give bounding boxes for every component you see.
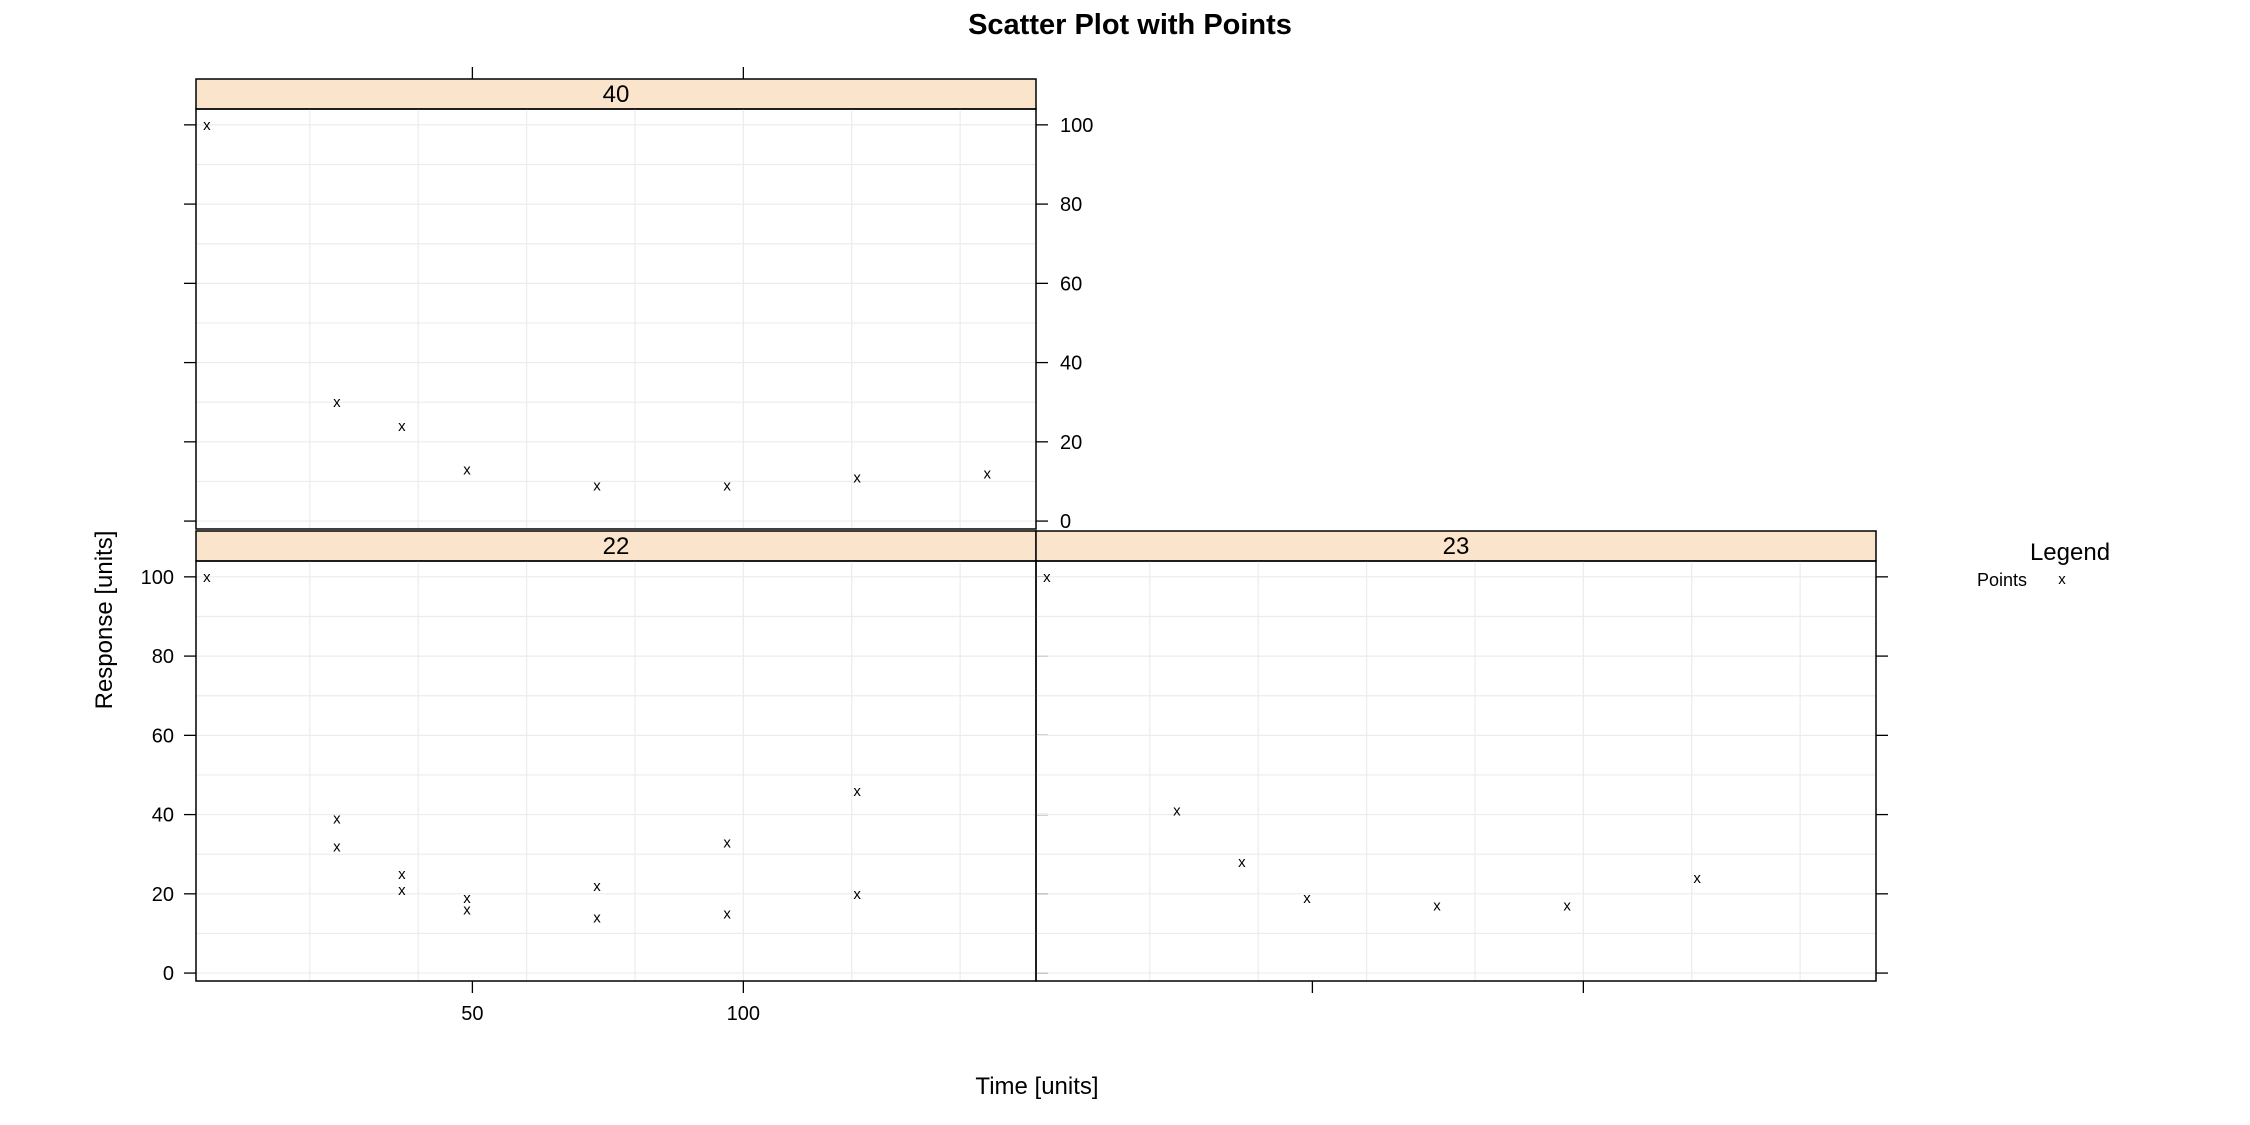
x-tick-label: 100 bbox=[727, 1003, 760, 1025]
panel-40: 40 0 20 40 60 80 100 x x x x x x x x bbox=[184, 67, 1093, 533]
legend-entry-symbol: x bbox=[2058, 571, 2066, 588]
data-point: x bbox=[398, 418, 406, 435]
data-point: x bbox=[983, 466, 991, 483]
panel-frame bbox=[195, 108, 1037, 530]
y-tick-label: 80 bbox=[1060, 194, 1082, 216]
panel-frame bbox=[195, 560, 1037, 982]
x-axis-label: Time [units] bbox=[975, 1073, 1098, 1100]
chart-title: Scatter Plot with Points bbox=[968, 9, 1292, 41]
panel-strip-label: 23 bbox=[1443, 533, 1470, 560]
data-point: x bbox=[463, 902, 471, 919]
data-point: x bbox=[333, 394, 341, 411]
panel-strip bbox=[195, 78, 1037, 110]
y-tick-label: 80 bbox=[152, 646, 174, 668]
y-tick-label: 20 bbox=[152, 884, 174, 906]
data-point: x bbox=[1173, 803, 1181, 820]
y-tick-label: 60 bbox=[152, 725, 174, 747]
data-point: x bbox=[853, 886, 861, 903]
x-tick-label: 50 bbox=[461, 1003, 483, 1025]
panel-strip bbox=[1035, 530, 1877, 562]
data-point: x bbox=[723, 834, 731, 851]
legend-title: Legend bbox=[2030, 539, 2110, 566]
data-point: x bbox=[203, 569, 211, 586]
y-tick-label: 20 bbox=[1060, 432, 1082, 454]
legend-entry-label: Points bbox=[1977, 570, 2027, 590]
data-point: x bbox=[1693, 870, 1701, 887]
panel-strip-label: 22 bbox=[603, 533, 630, 560]
y-tick-label: 40 bbox=[1060, 353, 1082, 375]
data-point: x bbox=[593, 910, 601, 927]
data-point: x bbox=[593, 477, 601, 494]
y-tick-label: 100 bbox=[141, 567, 174, 589]
data-point: x bbox=[333, 811, 341, 828]
data-point: x bbox=[853, 469, 861, 486]
panel-strip-label: 40 bbox=[603, 81, 630, 108]
data-point: x bbox=[1433, 898, 1441, 915]
data-point: x bbox=[723, 906, 731, 923]
data-point: x bbox=[1043, 569, 1051, 586]
data-point: x bbox=[723, 477, 731, 494]
y-tick-label: 0 bbox=[1060, 511, 1071, 533]
panel-strip bbox=[195, 530, 1037, 562]
data-point: x bbox=[463, 462, 471, 479]
data-point: x bbox=[1563, 898, 1571, 915]
data-point: x bbox=[593, 878, 601, 895]
data-point: x bbox=[853, 783, 861, 800]
y-axis-label: Response [units] bbox=[91, 531, 118, 710]
data-point: x bbox=[1238, 854, 1246, 871]
y-tick-label: 40 bbox=[152, 805, 174, 827]
y-tick-label: 60 bbox=[1060, 273, 1082, 295]
y-tick-label: 100 bbox=[1060, 115, 1093, 137]
panel-23: 23 x x x x x x x bbox=[1035, 530, 1888, 993]
data-point: x bbox=[333, 838, 341, 855]
data-point: x bbox=[463, 890, 471, 907]
y-tick-label: 0 bbox=[163, 963, 174, 985]
data-point: x bbox=[398, 882, 406, 899]
data-point: x bbox=[1303, 890, 1311, 907]
data-point: x bbox=[203, 117, 211, 134]
panel-frame bbox=[1035, 560, 1877, 982]
data-point: x bbox=[398, 866, 406, 883]
legend: Legend Points x bbox=[1977, 539, 2110, 590]
